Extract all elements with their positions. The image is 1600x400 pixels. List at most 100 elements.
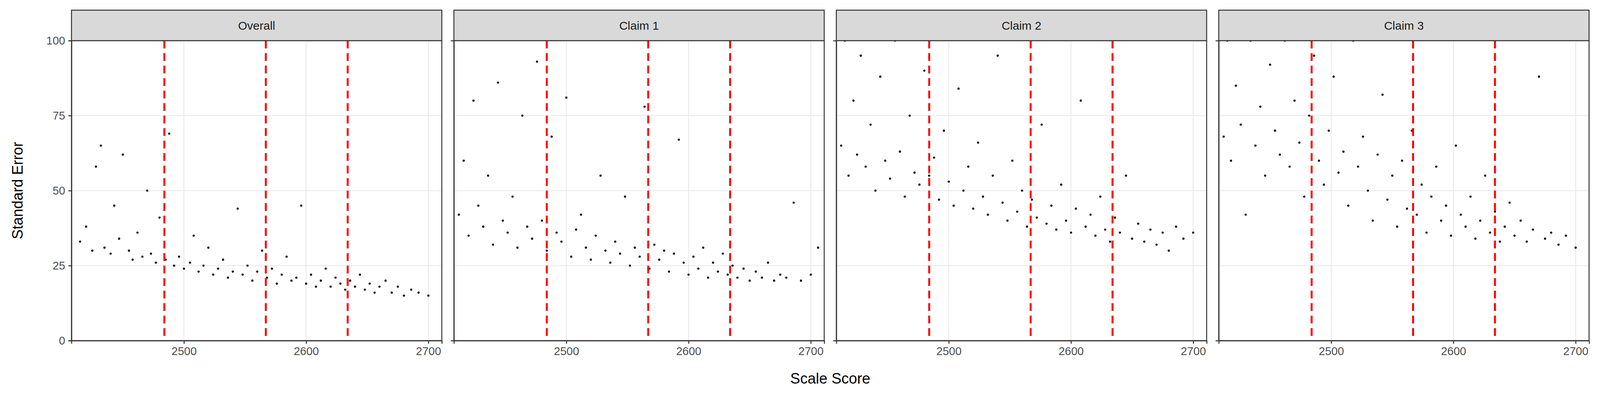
point — [501, 219, 504, 222]
point — [496, 81, 500, 84]
tick-mark — [1330, 340, 1333, 344]
marks — [840, 40, 1195, 341]
point — [1259, 105, 1262, 108]
point — [1386, 198, 1389, 201]
point — [358, 273, 362, 276]
point — [918, 183, 921, 186]
axis-line — [71, 341, 443, 345]
point — [472, 99, 475, 102]
x-axis: 250026002700 — [454, 340, 825, 358]
cut-score-line — [647, 40, 650, 341]
point — [1308, 114, 1311, 117]
x-axis: 250026002700 — [836, 340, 1208, 358]
tick-label: 2700 — [1563, 344, 1589, 358]
point — [754, 270, 758, 274]
point — [1016, 210, 1019, 213]
panel: Overall 2500 2600 2700 0255075100 — [46, 10, 443, 358]
axis-line — [68, 41, 72, 342]
point — [457, 213, 461, 217]
point — [560, 240, 563, 243]
point — [280, 273, 283, 276]
point — [1357, 165, 1360, 168]
chart: Overall2500260027000255075100Claim 12500… — [0, 0, 1600, 400]
point — [903, 195, 906, 199]
point — [113, 204, 116, 208]
point — [1498, 240, 1502, 243]
point — [530, 237, 534, 240]
point — [384, 279, 387, 283]
point — [103, 246, 106, 249]
point — [189, 261, 192, 265]
point — [1544, 237, 1547, 240]
tick-mark — [566, 340, 568, 344]
point — [353, 285, 357, 288]
point — [1278, 153, 1282, 156]
panel-title: Overall — [237, 19, 275, 33]
point — [141, 255, 144, 258]
point — [1391, 174, 1394, 177]
point — [972, 207, 975, 210]
point — [1327, 129, 1331, 133]
tick-label: 2700 — [1180, 344, 1207, 358]
point — [1361, 135, 1365, 138]
point — [487, 174, 490, 177]
point — [1298, 141, 1301, 144]
point — [976, 141, 980, 144]
plot-frame — [1218, 40, 1590, 341]
grid — [1218, 40, 1590, 341]
point — [1376, 153, 1379, 156]
y-axis — [833, 41, 837, 342]
tick-label: 50 — [52, 184, 66, 197]
point — [1293, 99, 1296, 102]
point — [182, 267, 186, 270]
point — [864, 165, 867, 168]
point — [1405, 207, 1409, 210]
tick: 2700 — [416, 340, 442, 358]
plot-background — [836, 40, 1207, 341]
cut-score-line — [1111, 40, 1114, 341]
point — [290, 279, 293, 283]
point — [638, 255, 642, 258]
tick: 2600 — [293, 340, 320, 358]
point — [883, 159, 887, 162]
point — [1503, 225, 1506, 228]
point — [285, 255, 288, 258]
point — [677, 138, 681, 142]
point — [85, 225, 88, 228]
point — [1118, 231, 1122, 234]
y-axis: 0255075100 — [46, 34, 72, 347]
point — [614, 240, 617, 243]
point — [662, 249, 666, 252]
point — [913, 171, 916, 174]
x-axis: 2500 2600 2700 — [71, 340, 443, 358]
point — [1425, 231, 1428, 234]
point — [349, 279, 352, 283]
point — [1508, 201, 1511, 204]
point — [1229, 159, 1233, 162]
point — [1513, 234, 1516, 237]
point — [584, 246, 588, 249]
point — [1108, 240, 1112, 243]
tick-mark — [183, 340, 185, 344]
point — [334, 276, 337, 279]
tick-mark — [1453, 340, 1455, 344]
tick: 2500 — [171, 340, 197, 358]
point — [178, 255, 181, 258]
point — [1045, 222, 1048, 225]
point — [1244, 213, 1247, 217]
point — [167, 132, 171, 135]
point — [1483, 174, 1487, 177]
point — [589, 258, 593, 261]
point — [697, 267, 700, 270]
point — [609, 261, 612, 265]
point — [932, 156, 936, 159]
point — [1435, 165, 1438, 168]
point — [1564, 234, 1568, 237]
point — [192, 234, 195, 237]
point — [1060, 183, 1063, 186]
point — [305, 282, 308, 285]
tick-label: 0 — [58, 334, 66, 347]
point — [766, 261, 770, 265]
marks — [457, 40, 820, 341]
strip — [71, 10, 442, 41]
